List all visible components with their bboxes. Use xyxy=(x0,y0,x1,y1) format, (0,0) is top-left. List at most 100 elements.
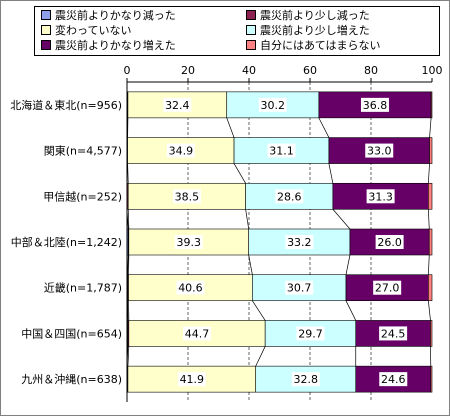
data-label-box xyxy=(365,143,394,158)
series-connector-line xyxy=(248,254,253,275)
series-connector-line xyxy=(245,209,250,230)
data-label: 24.6 xyxy=(381,373,406,386)
bar-segment xyxy=(127,182,246,210)
series-connector-line xyxy=(127,163,129,184)
data-label-box xyxy=(285,280,314,295)
data-label-box xyxy=(176,280,205,295)
data-label-box xyxy=(296,326,325,341)
series-connector-line xyxy=(226,117,235,138)
data-label: 33.0 xyxy=(367,145,392,158)
data-label-box xyxy=(166,143,195,158)
data-label: 29.7 xyxy=(298,327,323,340)
legend-item: 震災前よりかなり増えた xyxy=(41,37,176,52)
legend-swatch xyxy=(246,9,256,20)
data-label-box xyxy=(182,326,211,341)
series-connector-line xyxy=(427,209,430,230)
series-connector-line xyxy=(127,209,130,230)
series-connector-line xyxy=(252,300,266,321)
data-label: 27.0 xyxy=(375,282,400,295)
data-label: 33.2 xyxy=(287,236,312,249)
bar-segment xyxy=(428,228,433,256)
data-label: 39.3 xyxy=(177,236,202,249)
x-tick-label: 100 xyxy=(422,64,443,77)
data-label-box xyxy=(379,326,408,341)
data-label: 28.6 xyxy=(277,190,302,203)
legend-swatch xyxy=(41,39,51,50)
data-label-box xyxy=(172,189,201,204)
series-connector-line xyxy=(233,163,246,184)
data-label: 41.9 xyxy=(180,373,205,386)
series-connector-line xyxy=(427,300,431,321)
data-label-box xyxy=(366,189,395,204)
legend-label: 震災前より少し減った xyxy=(260,8,370,22)
series-connector-line xyxy=(427,254,430,275)
bar-segment xyxy=(428,182,433,210)
bar-segment xyxy=(430,91,433,119)
category-label: 甲信越(n=252) xyxy=(43,189,122,203)
legend-label: 震災前よりかなり増えた xyxy=(55,38,176,52)
bar-segment xyxy=(355,320,431,347)
data-label: 24.5 xyxy=(381,327,406,340)
data-label: 38.5 xyxy=(175,190,200,203)
data-label: 34.9 xyxy=(169,145,194,158)
series-connector-line xyxy=(429,117,432,138)
category-label: 九州＆沖縄(n=638) xyxy=(21,372,122,386)
bar-segment xyxy=(428,274,433,302)
legend-item: 震災前より少し増えた xyxy=(246,22,370,37)
series-connector-line xyxy=(427,163,430,184)
data-label: 30.7 xyxy=(287,282,312,295)
data-label-box xyxy=(174,235,203,249)
category-label: 中部＆北陸(n=1,242) xyxy=(11,235,122,249)
series-connector-line xyxy=(328,163,334,184)
data-label-box xyxy=(275,189,304,204)
x-tick-label: 80 xyxy=(364,64,378,77)
x-tick-label: 0 xyxy=(124,64,131,77)
data-label: 31.3 xyxy=(368,190,393,203)
data-label-box xyxy=(291,372,320,387)
category-label: 関東(n=4,577) xyxy=(44,145,122,158)
legend-label: 震災前よりかなり減った xyxy=(55,8,176,22)
data-label: 32.8 xyxy=(293,373,318,386)
legend-item: 震災前よりかなり減った xyxy=(41,7,176,22)
data-label: 36.8 xyxy=(363,99,388,112)
series-connector-line xyxy=(127,346,130,367)
bar-segment xyxy=(429,137,433,164)
legend-label: 変わっていない xyxy=(55,23,132,37)
series-connector-line xyxy=(255,346,266,367)
category-label: 北海道＆東北(n=956) xyxy=(10,98,122,112)
data-label-box xyxy=(163,97,192,112)
data-label: 31.1 xyxy=(269,145,294,158)
series-connector-line xyxy=(345,254,351,275)
data-label-box xyxy=(177,372,206,387)
data-label: 32.4 xyxy=(165,99,190,112)
legend-swatch xyxy=(246,39,256,50)
series-connector-line xyxy=(318,117,330,138)
x-tick-label: 60 xyxy=(303,64,317,77)
series-connector-line xyxy=(332,209,351,230)
x-tick-label: 40 xyxy=(242,64,256,77)
data-label: 26.0 xyxy=(377,236,402,249)
bar-segment xyxy=(430,320,433,347)
category-label: 中国＆四国(n=654) xyxy=(21,327,122,340)
data-label-box xyxy=(258,97,287,112)
legend-swatch xyxy=(246,24,256,35)
legend-item: 変わっていない xyxy=(41,22,131,37)
data-label-box xyxy=(379,372,408,387)
data-label: 40.6 xyxy=(178,282,203,295)
data-label-box xyxy=(373,280,402,295)
data-label-box xyxy=(267,143,296,158)
x-tick-label: 20 xyxy=(181,64,195,77)
data-label: 30.2 xyxy=(261,99,286,112)
category-label: 近畿(n=1,787) xyxy=(44,281,122,295)
series-connector-line xyxy=(345,300,357,321)
data-label-box xyxy=(285,235,314,249)
legend-swatch xyxy=(41,9,51,20)
data-label-box xyxy=(375,235,404,249)
legend-swatch xyxy=(41,24,51,35)
bar-segment xyxy=(430,365,433,393)
data-label: 44.7 xyxy=(185,327,210,340)
data-label-box xyxy=(360,97,389,112)
legend-label: 自分にはあてはまらない xyxy=(260,38,381,52)
legend-item: 震災前より少し減った xyxy=(246,7,370,22)
